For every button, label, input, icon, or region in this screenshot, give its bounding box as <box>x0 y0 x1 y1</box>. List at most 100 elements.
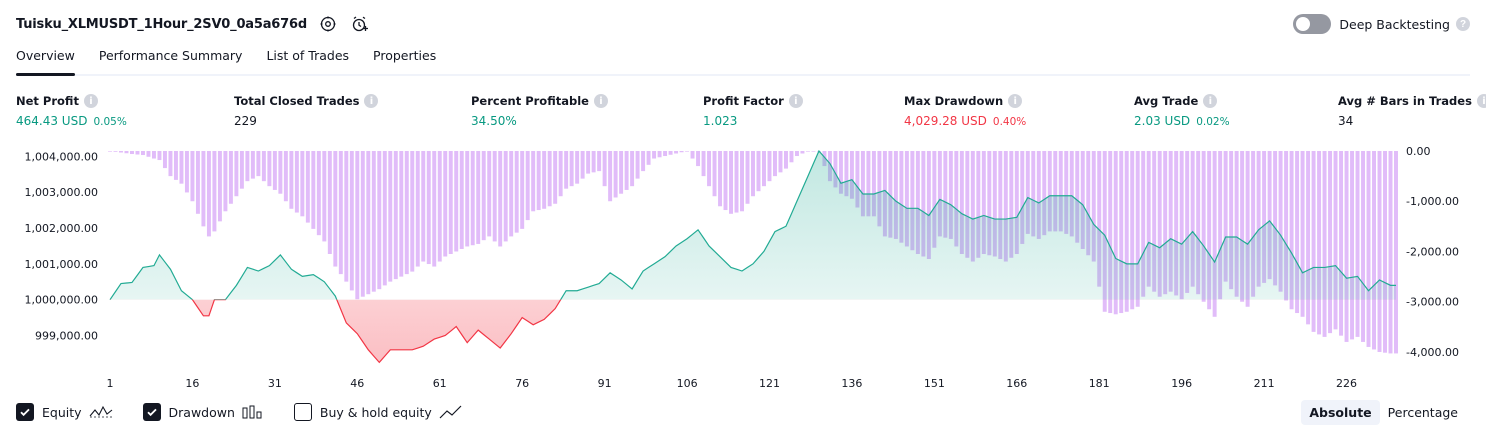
metric-total-closed-trades: Total Closed Trades i 229 <box>234 94 379 128</box>
drawdown-bar <box>108 151 112 152</box>
drawdown-bar <box>668 151 673 155</box>
metric-value: 464.43 USD <box>16 114 88 128</box>
drawdown-bar <box>608 151 613 202</box>
drawdown-bar <box>1185 151 1190 293</box>
drawdown-bar <box>976 151 981 258</box>
help-icon[interactable]: ? <box>1456 17 1470 31</box>
drawdown-bar <box>234 151 239 197</box>
drawdown-bar <box>443 151 448 257</box>
drawdown-bar <box>1361 151 1366 342</box>
equity-checkbox[interactable] <box>16 403 34 421</box>
drawdown-bar <box>569 151 574 187</box>
drawdown-bar <box>800 151 805 154</box>
drawdown-bar <box>459 151 464 249</box>
settings-gear-icon[interactable] <box>317 13 339 35</box>
help-icon[interactable]: i <box>1008 94 1023 108</box>
legend-drawdown[interactable]: Drawdown <box>142 403 264 421</box>
drawdown-bar <box>1317 151 1322 335</box>
drawdown-bar <box>778 151 783 173</box>
y-left-tick-label: 1,003,000.00 <box>25 186 98 199</box>
legend-equity[interactable]: Equity <box>16 403 113 421</box>
tab-performance-summary[interactable]: Performance Summary <box>98 48 243 63</box>
drawdown-bar <box>531 151 536 212</box>
drawdown-bar <box>1025 151 1030 234</box>
metric-max-drawdown: Max Drawdown i 4,029.28 USD 0.40% <box>904 94 1026 128</box>
drawdown-bar <box>300 151 305 217</box>
metric-profit-factor: Profit Factor i 1.023 <box>703 94 803 128</box>
drawdown-bar <box>520 151 525 229</box>
add-alert-icon[interactable] <box>349 13 371 35</box>
drawdown-bar <box>476 151 481 244</box>
drawdown-bar <box>283 151 288 202</box>
left-y-axis: 1,004,000.00 1,003,000.00 1,002,000.00 1,00… <box>25 150 98 342</box>
equity-line-positive <box>109 149 1396 300</box>
drawdown-bar <box>1053 151 1058 232</box>
deep-backtesting-control: Deep Backtesting ? <box>1293 13 1470 35</box>
equity-drawdown-chart[interactable]: 1,004,000.00 1,003,000.00 1,002,000.00 1,00… <box>0 140 1486 402</box>
percentage-button[interactable]: Percentage <box>1387 405 1458 420</box>
toggle-knob <box>1296 17 1311 31</box>
drawdown-bar <box>1146 151 1151 287</box>
drawdown-bar <box>509 151 514 237</box>
help-icon[interactable]: i <box>83 94 98 108</box>
drawdown-bar <box>410 151 415 272</box>
drawdown-bar <box>646 151 651 165</box>
buy-hold-checkbox[interactable] <box>293 403 312 421</box>
drawdown-checkbox[interactable] <box>142 403 161 421</box>
drawdown-bar <box>437 151 442 262</box>
buy-hold-label: Buy & hold equity <box>319 404 432 420</box>
drawdown-bar <box>915 151 920 254</box>
help-icon[interactable]: i <box>364 94 379 108</box>
drawdown-bar <box>141 151 145 156</box>
drawdown-bar <box>1377 151 1382 352</box>
help-icon[interactable]: i <box>593 94 608 108</box>
drawdown-bar <box>1207 151 1212 310</box>
drawdown-bar <box>1311 151 1316 332</box>
x-tick-label: 106 <box>677 377 698 390</box>
drawdown-bar <box>1289 151 1294 310</box>
deep-backtesting-toggle[interactable] <box>1293 14 1332 34</box>
drawdown-bar <box>707 151 712 187</box>
drawdown-bar <box>1190 151 1195 287</box>
drawdown-bar <box>767 151 772 182</box>
metric-value: 2.03 USD <box>1134 114 1191 128</box>
drawdown-bar <box>124 151 129 154</box>
drawdown-bars <box>108 151 1398 354</box>
help-icon[interactable]: i <box>1476 94 1486 108</box>
drawdown-bar <box>553 151 558 204</box>
drawdown-bar <box>773 151 777 177</box>
drawdown-bar <box>1036 151 1041 239</box>
tab-overview[interactable]: Overview <box>16 44 75 76</box>
drawdown-bar <box>1047 151 1052 232</box>
drawdown-bar <box>289 151 294 209</box>
drawdown-bar <box>624 151 629 190</box>
tab-list-of-trades[interactable]: List of Trades <box>266 48 350 63</box>
drawdown-bar <box>1300 151 1305 317</box>
equity-line-icon <box>89 405 113 419</box>
drawdown-bar <box>734 151 739 213</box>
drawdown-bar <box>338 151 343 275</box>
equity-fill-negative <box>110 299 1396 363</box>
drawdown-bar <box>871 151 876 217</box>
tab-properties[interactable]: Properties <box>373 48 437 63</box>
drawdown-bar <box>492 151 497 242</box>
help-icon[interactable]: i <box>788 94 803 108</box>
drawdown-bar <box>1256 151 1261 287</box>
drawdown-bar <box>130 151 134 155</box>
metric-label: Net Profit <box>16 94 79 108</box>
x-tick-label: 136 <box>841 377 862 390</box>
drawdown-bar <box>382 151 387 286</box>
metric-label: Max Drawdown <box>904 94 1004 108</box>
legend-buy-hold[interactable]: Buy & hold equity <box>293 403 463 421</box>
drawdown-bar <box>1064 151 1069 234</box>
drawdown-bar <box>1212 151 1217 317</box>
drawdown-bar <box>157 151 162 161</box>
drawdown-bar <box>1240 151 1245 302</box>
help-icon[interactable]: i <box>1203 94 1218 108</box>
drawdown-bar <box>119 151 123 153</box>
drawdown-bar <box>322 151 327 242</box>
drawdown-bar <box>173 151 178 180</box>
drawdown-bar <box>926 151 931 260</box>
metric-pct: 0.40% <box>992 116 1027 128</box>
absolute-button[interactable]: Absolute <box>1301 400 1380 425</box>
